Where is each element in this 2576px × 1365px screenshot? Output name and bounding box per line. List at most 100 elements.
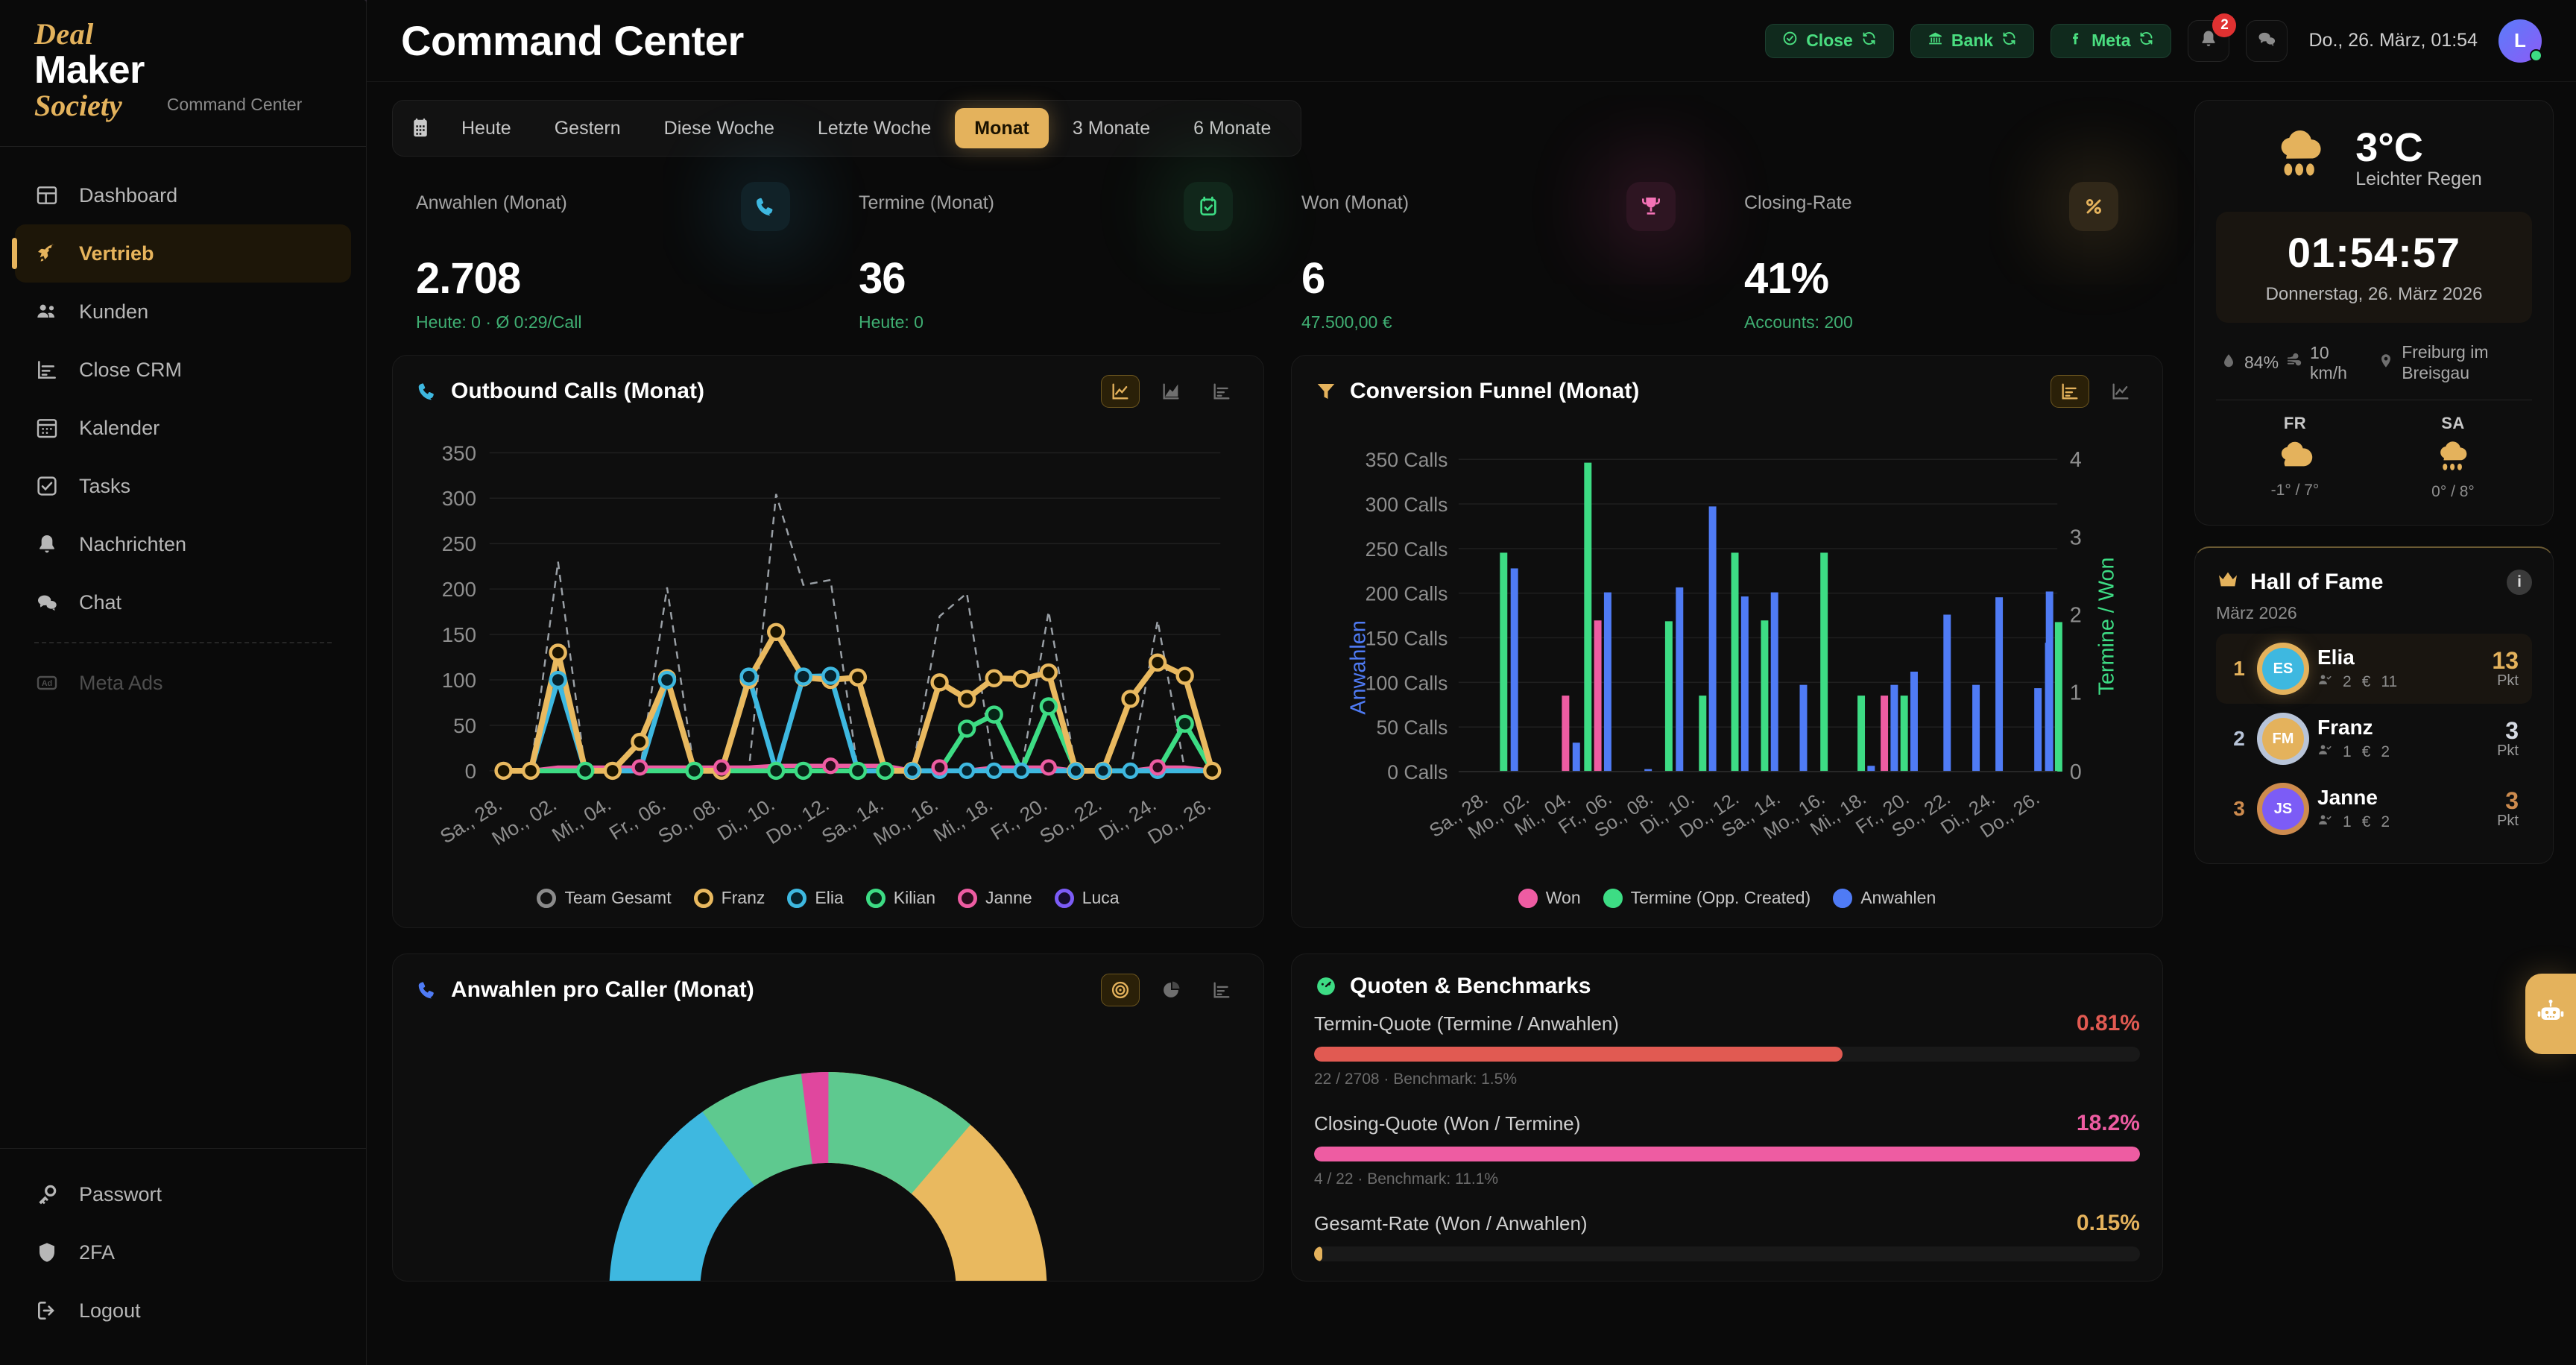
outbound-calls-chart[interactable]: 350 300 250 200 150 100 50 0 <box>415 420 1241 882</box>
line-chart-icon[interactable] <box>2101 375 2140 408</box>
sidebar-item-2fa[interactable]: 2FA <box>15 1223 351 1282</box>
percent-icon <box>2069 182 2118 231</box>
conversion-funnel-chart[interactable]: 350 Calls 300 Calls 250 Calls 200 Calls 15… <box>1314 420 2140 882</box>
refresh-icon <box>2001 31 2017 51</box>
points-unit: Pkt <box>2497 742 2519 759</box>
pie-chart-icon[interactable] <box>1152 974 1190 1006</box>
bank-sync-button[interactable]: Bank <box>1910 23 2035 58</box>
sidebar-item-close-crm[interactable]: Close CRM <box>15 341 351 399</box>
svg-text:Ad: Ad <box>42 679 52 688</box>
chat-bubbles-icon <box>34 590 60 615</box>
sidebar-item-passwort[interactable]: Passwort <box>15 1165 351 1223</box>
sidebar-item-kunden[interactable]: Kunden <box>15 283 351 341</box>
card-title-text: Anwahlen pro Caller (Monat) <box>451 977 754 1003</box>
donut-chart-icon[interactable] <box>1101 974 1140 1007</box>
kpi-value: 6 <box>1301 254 1325 303</box>
filter-diese-woche[interactable]: Diese Woche <box>663 118 774 139</box>
calls-per-caller-chart[interactable] <box>415 1018 1241 1282</box>
close-sync-button[interactable]: Close <box>1765 23 1894 58</box>
sidebar-label: Chat <box>79 590 122 614</box>
points-block: 3 Pkt <box>2497 789 2519 830</box>
hall-of-fame-period: März 2026 <box>2216 603 2297 623</box>
refresh-icon <box>1861 31 1877 51</box>
sidebar-item-meta-ads[interactable]: Ad Meta Ads <box>15 654 351 712</box>
rank-number: 1 <box>2233 657 2245 681</box>
svg-text:4: 4 <box>2070 448 2082 472</box>
kpi-card-termine: Termine (Monat) 36 Heute: 0 <box>835 182 1278 332</box>
legend-item-janne[interactable]: Janne <box>958 888 1032 908</box>
sidebar-label: Vertrieb <box>79 242 154 265</box>
bar-chart-icon[interactable] <box>2051 375 2089 408</box>
area-chart-icon[interactable] <box>1152 375 1190 408</box>
svg-text:350 Calls: 350 Calls <box>1366 449 1448 471</box>
filter-3-monate[interactable]: 3 Monate <box>1072 118 1151 139</box>
quote-row-termin-quote: Termin-Quote (Termine / Anwahlen) 0.81% … <box>1314 1011 2140 1088</box>
forecast-temps: -1° / 7° <box>2270 482 2320 499</box>
sidebar-item-nachrichten[interactable]: Nachrichten <box>15 515 351 573</box>
svg-text:0 Calls: 0 Calls <box>1387 761 1448 784</box>
ai-assistant-button[interactable] <box>2525 974 2576 1054</box>
kpi-label: Anwahlen (Monat) <box>416 192 567 213</box>
meta-sync-button[interactable]: Meta <box>2051 23 2172 58</box>
euro-icon: € <box>2361 813 2371 831</box>
bar-chart-icon[interactable] <box>1202 375 1241 408</box>
svg-text:50 Calls: 50 Calls <box>1376 716 1448 739</box>
legend-item-luca[interactable]: Luca <box>1054 888 1120 908</box>
quote-name: Termin-Quote (Termine / Anwahlen) <box>1314 1012 1619 1035</box>
filter-6-monate[interactable]: 6 Monate <box>1193 118 1272 139</box>
card-title-text: Conversion Funnel (Monat) <box>1350 379 1640 403</box>
sidebar-item-vertrieb[interactable]: Vertrieb <box>12 224 351 283</box>
sidebar-item-kalender[interactable]: Kalender <box>15 399 351 457</box>
sidebar-label: Dashboard <box>79 183 178 207</box>
hall-of-fame-row[interactable]: 2 FM Franz 1 € 2 <box>2216 704 2532 774</box>
deals-count: 11 <box>2381 673 2398 691</box>
sidebar-label: Kalender <box>79 416 160 439</box>
legend-item-won[interactable]: Won <box>1518 888 1581 908</box>
quote-value: 0.15% <box>2076 1211 2140 1236</box>
legend-label: Anwahlen <box>1860 888 1936 908</box>
bank-icon <box>1928 31 1943 51</box>
deals-count: 2 <box>2381 743 2390 761</box>
legend-label: Franz <box>721 888 765 908</box>
sidebar-item-dashboard[interactable]: Dashboard <box>15 166 351 224</box>
legend-item-kilian[interactable]: Kilian <box>865 888 935 908</box>
calendar-icon <box>403 111 438 145</box>
legend-item-elia[interactable]: Elia <box>787 888 844 908</box>
filter-heute[interactable]: Heute <box>461 118 511 139</box>
notifications-button[interactable]: 2 <box>2188 13 2237 62</box>
kpi-sub: 47.500,00 € <box>1301 312 1392 332</box>
avatar[interactable]: L <box>2498 19 2542 63</box>
avatar: FM <box>2262 718 2304 760</box>
quote-name: Gesamt-Rate (Won / Anwahlen) <box>1314 1212 1588 1235</box>
sidebar-label: 2FA <box>79 1241 116 1264</box>
filter-monat[interactable]: Monat <box>955 108 1049 148</box>
legend-item-anwahlen[interactable]: Anwahlen <box>1833 888 1936 908</box>
legend-item-team-gesamt[interactable]: Team Gesamt <box>537 888 672 908</box>
legend-item-termine[interactable]: Termine (Opp. Created) <box>1603 888 1811 908</box>
content-area: Heute Gestern Diese Woche Letzte Woche M… <box>367 82 2576 1365</box>
filter-gestern[interactable]: Gestern <box>554 118 621 139</box>
kpi-sub: Heute: 0 · Ø 0:29/Call <box>416 312 582 332</box>
sidebar-item-tasks[interactable]: Tasks <box>15 457 351 515</box>
sidebar-item-chat[interactable]: Chat <box>15 573 351 631</box>
filter-letzte-woche[interactable]: Letzte Woche <box>817 118 932 139</box>
legend-item-franz[interactable]: Franz <box>693 888 765 908</box>
pill-label: Bank <box>1951 31 1994 50</box>
svg-text:Do., 12.: Do., 12. <box>763 792 833 848</box>
robot-icon <box>2536 997 2566 1031</box>
bar-chart-icon[interactable] <box>1202 974 1241 1006</box>
hall-of-fame-row[interactable]: 1 ES Elia 2 € 11 <box>2216 634 2532 704</box>
hall-of-fame-row[interactable]: 3 JS Janne 1 € 2 <box>2216 774 2532 844</box>
kpi-label: Won (Monat) <box>1301 192 1409 213</box>
info-icon[interactable]: i <box>2507 570 2532 596</box>
svg-text:1: 1 <box>2070 681 2082 705</box>
line-chart-icon[interactable] <box>1101 375 1140 408</box>
appointments-count: 1 <box>2343 813 2352 831</box>
kpi-strip: Anwahlen (Monat) 2.708 Heute: 0 · Ø 0:29… <box>392 182 2163 332</box>
user-check-icon <box>2317 813 2332 832</box>
bell-icon <box>34 532 60 557</box>
messages-button[interactable] <box>2246 19 2288 62</box>
shield-icon <box>34 1240 60 1265</box>
card-quoten-benchmarks: Quoten & Benchmarks Termin-Quote (Termin… <box>1291 953 2163 1282</box>
sidebar-item-logout[interactable]: Logout <box>15 1282 351 1340</box>
